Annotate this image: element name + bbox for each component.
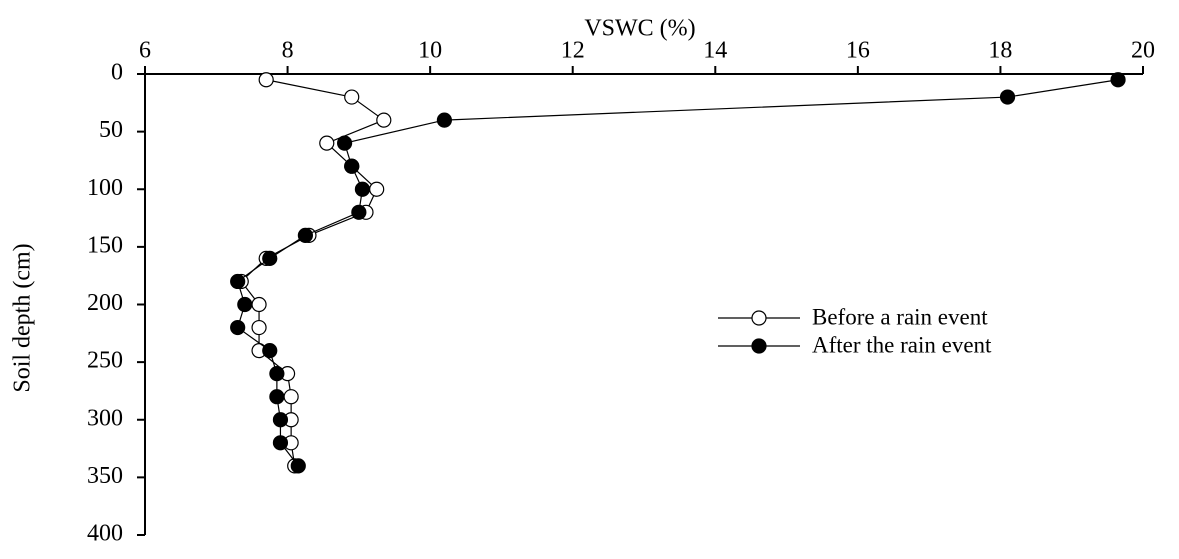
data-point bbox=[376, 112, 392, 128]
data-point bbox=[269, 366, 285, 382]
data-point bbox=[999, 89, 1016, 105]
data-point bbox=[290, 458, 306, 474]
x-axis-label: VSWC (%) bbox=[584, 16, 695, 42]
x-tick-label: 10 bbox=[418, 38, 442, 64]
y-tick-label: 200 bbox=[87, 290, 123, 316]
y-tick-label: 250 bbox=[87, 348, 123, 374]
data-point bbox=[251, 319, 267, 336]
data-point bbox=[344, 89, 360, 105]
data-point bbox=[262, 343, 278, 359]
data-point bbox=[230, 319, 246, 336]
data-point bbox=[344, 158, 360, 174]
series-line bbox=[236, 79, 1119, 467]
y-tick-label: 300 bbox=[87, 405, 123, 431]
data-point bbox=[269, 389, 285, 405]
y-tick-label: 150 bbox=[87, 232, 123, 258]
data-point bbox=[436, 112, 452, 128]
x-tick-label: 14 bbox=[703, 38, 727, 64]
data-point bbox=[337, 135, 353, 151]
data-point bbox=[283, 389, 299, 405]
y-tick-label: 0 bbox=[111, 60, 123, 86]
data-point bbox=[297, 227, 313, 243]
data-point bbox=[354, 181, 371, 197]
data-point bbox=[237, 296, 253, 313]
data-point bbox=[258, 72, 274, 88]
data-point bbox=[319, 135, 335, 151]
legend-marker bbox=[751, 338, 767, 354]
y-axis-label: Soil depth (cm) bbox=[10, 243, 36, 392]
data-point bbox=[230, 273, 246, 290]
data-point bbox=[262, 250, 278, 266]
legend-label: Before a rain event bbox=[812, 304, 988, 329]
data-point bbox=[272, 435, 289, 451]
x-tick-label: 8 bbox=[282, 38, 294, 64]
x-tick-label: 12 bbox=[561, 38, 585, 64]
y-tick-label: 100 bbox=[87, 175, 123, 201]
x-tick-label: 6 bbox=[139, 38, 151, 64]
data-point bbox=[1110, 72, 1126, 88]
x-tick-label: 16 bbox=[846, 38, 870, 64]
data-point bbox=[351, 204, 367, 220]
y-tick-label: 400 bbox=[87, 521, 123, 547]
data-point bbox=[251, 296, 267, 313]
x-tick-label: 18 bbox=[988, 38, 1012, 64]
y-tick-label: 350 bbox=[87, 463, 123, 489]
legend-marker bbox=[751, 310, 767, 326]
data-point bbox=[369, 181, 385, 197]
series-line bbox=[240, 79, 386, 466]
legend-label: After the rain event bbox=[812, 332, 992, 357]
data-point bbox=[272, 412, 289, 428]
y-tick-label: 50 bbox=[99, 117, 123, 143]
x-tick-label: 20 bbox=[1131, 38, 1155, 64]
